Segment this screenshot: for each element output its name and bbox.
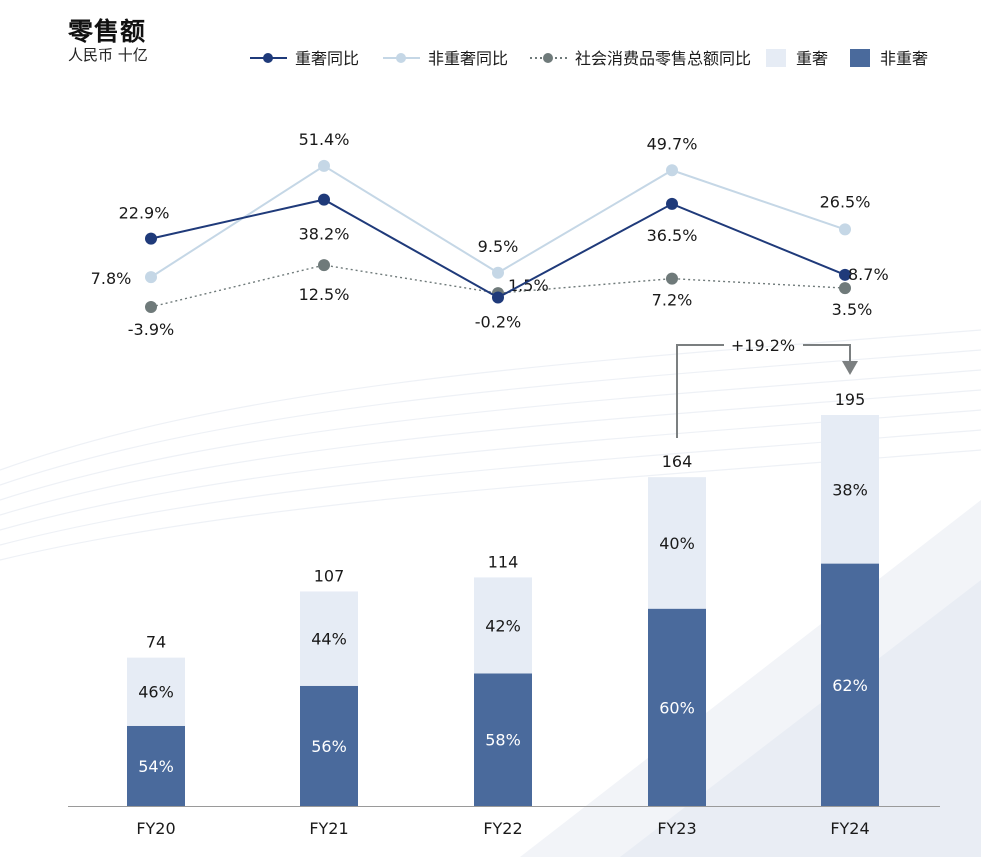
legend-box-swatch (850, 49, 870, 67)
annotation-bracket-left (676, 344, 724, 438)
legend-label: 重奢同比 (295, 49, 359, 68)
bar-total-label: 164 (662, 452, 693, 471)
line-point-1 (666, 164, 678, 177)
legend-label: 重奢 (796, 49, 828, 68)
line-point-1 (318, 159, 330, 172)
line-point-1 (145, 271, 157, 284)
bar-non-luxury-FY22 (474, 673, 532, 806)
bar-total-label: 74 (146, 633, 166, 652)
line-point-0 (492, 291, 504, 304)
x-tick-label: FY20 (136, 819, 175, 838)
bar-label-luxury: 38% (832, 480, 868, 499)
bar-area: 54% 46% 74 FY20 56% 44% 107 FY21 58% 42% 114 FY22 60… (68, 390, 940, 838)
bar-total-label: 107 (314, 566, 345, 585)
x-tick-label: FY22 (483, 819, 522, 838)
annotation-bracket-right (803, 344, 851, 362)
x-tick-label: FY24 (830, 819, 869, 838)
bar-label-luxury: 42% (485, 616, 521, 635)
bar-non-luxury-FY24 (821, 563, 879, 806)
legend-label: 社会消费品零售总额同比 (575, 49, 751, 68)
bar-luxury-FY20 (127, 657, 185, 726)
bar-non-luxury-FY20 (127, 725, 185, 806)
legend-label: 非重奢同比 (428, 49, 508, 68)
chart-subtitle: 人民币 十亿 (68, 46, 148, 64)
line-value-label: 51.4% (299, 130, 350, 149)
bar-label-non-luxury: 58% (485, 731, 521, 750)
legend-box-swatch (766, 49, 786, 67)
line-value-label: 9.5% (478, 237, 519, 256)
bar-label-luxury: 44% (311, 630, 347, 649)
bar-non-luxury-FY21 (300, 685, 358, 806)
line-point-0 (666, 197, 678, 210)
line-series-1 (150, 164, 846, 278)
line-value-label: -3.9% (128, 320, 174, 339)
line-area: -3.9% 12.5% 1.5% 7.2% 3.5% 7.8% 51.4% 9.5% 49.7%… (91, 130, 889, 339)
line-point-0 (145, 232, 157, 245)
line-value-label: 12.5% (299, 285, 350, 304)
line-point-0 (318, 193, 330, 206)
line-point-2 (666, 272, 678, 285)
line-point-2 (318, 259, 330, 272)
chart-title: 零售额 (68, 17, 147, 46)
bar-label-non-luxury: 62% (832, 676, 868, 695)
annotation-arrowhead (842, 361, 858, 375)
line-value-label: -0.2% (475, 313, 521, 332)
bar-label-luxury: 46% (138, 683, 174, 702)
bar-label-non-luxury: 60% (659, 698, 695, 717)
x-tick-label: FY23 (657, 819, 696, 838)
line-value-label: 3.5% (832, 300, 873, 319)
annotation-label: +19.2% (731, 336, 795, 355)
line-value-label: 26.5% (820, 192, 871, 211)
bar-label-non-luxury: 56% (311, 737, 347, 756)
bar-label-luxury: 40% (659, 534, 695, 553)
line-value-label: 49.7% (647, 134, 698, 153)
line-value-label: 22.9% (119, 204, 170, 223)
line-point-1 (839, 223, 851, 236)
legend: 重奢同比 非重奢同比 社会消费品零售总额同比 重奢 非重奢 (250, 49, 928, 68)
line-point-1 (492, 266, 504, 279)
line-value-label: 8.7% (848, 265, 889, 284)
line-point-0 (839, 268, 851, 281)
legend-marker (263, 53, 273, 63)
bar-luxury-FY24 (821, 415, 879, 564)
bar-total-label: 114 (488, 552, 519, 571)
line-value-label: 38.2% (299, 225, 350, 244)
growth-annotation: +19.2% (676, 336, 858, 438)
bar-luxury-FY23 (648, 477, 706, 609)
line-series-2 (150, 264, 846, 308)
line-point-2 (145, 300, 157, 313)
legend-label: 非重奢 (880, 49, 928, 68)
line-value-label: 1.5% (508, 276, 549, 295)
bar-label-non-luxury: 54% (138, 757, 174, 776)
line-value-label: 7.2% (652, 291, 693, 310)
legend-marker (396, 53, 406, 63)
line-value-label: 36.5% (647, 226, 698, 245)
legend-marker (543, 53, 553, 63)
bar-luxury-FY21 (300, 591, 358, 686)
line-point-2 (839, 282, 851, 295)
x-tick-label: FY21 (309, 819, 348, 838)
bar-non-luxury-FY23 (648, 608, 706, 806)
line-value-label: 7.8% (91, 269, 132, 288)
bar-luxury-FY22 (474, 577, 532, 674)
bar-total-label: 195 (835, 390, 866, 409)
